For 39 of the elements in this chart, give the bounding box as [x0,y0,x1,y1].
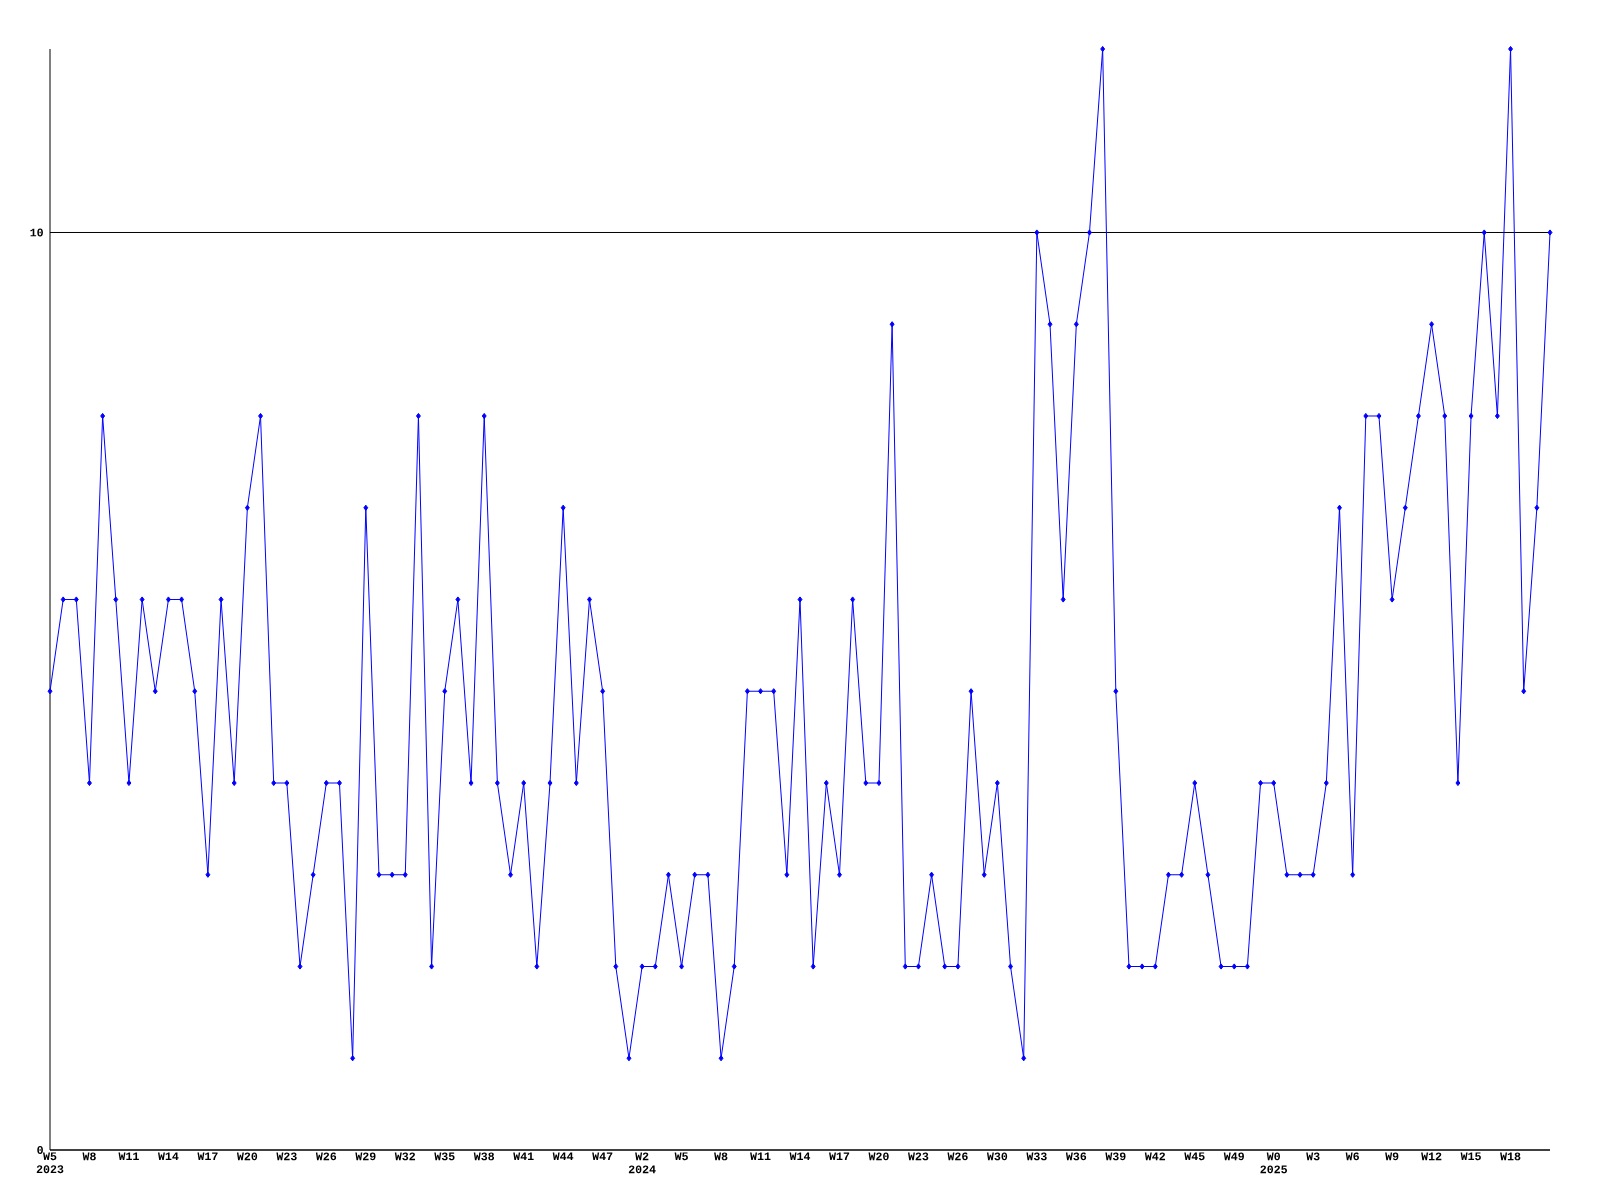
x-tick-label: W5 [674,1152,688,1161]
x-tick-label: W20 [868,1152,889,1161]
x-tick-label: W0 2025 [1260,1152,1287,1174]
y-tick-label: 0 [37,1146,43,1154]
x-tick-label: W39 [1105,1152,1126,1161]
x-tick-label: W8 [714,1152,728,1161]
x-tick-label: W14 [789,1152,811,1161]
x-tick-label: W23 [907,1152,929,1161]
y-tick-label: 10 [30,228,43,237]
x-tick-label: W17 [197,1152,218,1161]
x-tick-label: W12 [1421,1152,1442,1161]
x-tick-label: W44 [552,1152,574,1161]
x-tick-label: W38 [473,1152,495,1161]
x-tick-label: W2 2024 [628,1152,656,1174]
x-tick-label: W11 [118,1152,139,1161]
x-tick-label: W35 [434,1152,455,1161]
x-tick-label: W11 [750,1152,771,1161]
x-tick-label: W26 [947,1152,968,1161]
x-tick-label: W33 [1026,1152,1047,1161]
x-tick-label: W14 [157,1152,179,1161]
x-tick-label: W18 [1500,1152,1521,1161]
x-tick-label: W36 [1065,1152,1087,1161]
x-tick-label: W15 [1460,1152,1481,1161]
x-tick-label: W30 [986,1152,1008,1161]
x-tick-label: W29 [355,1152,376,1161]
x-tick-label: W49 [1223,1152,1244,1161]
x-tick-label: W45 [1184,1152,1205,1161]
x-tick-label: W6 [1345,1152,1359,1161]
x-tick-label: W42 [1144,1152,1166,1161]
x-tick-label: W23 [276,1152,297,1161]
x-tick-label: W41 [513,1152,534,1161]
x-tick-label: W8 [82,1152,96,1161]
x-tick-label: W3 [1306,1152,1320,1161]
x-tick-label: W32 [394,1152,416,1161]
x-tick-label: W26 [315,1152,337,1161]
x-tick-label: W20 [236,1152,258,1161]
x-tick-label: W9 [1385,1152,1399,1161]
x-tick-label: W47 [592,1152,613,1161]
x-tick-label: W17 [829,1152,850,1161]
